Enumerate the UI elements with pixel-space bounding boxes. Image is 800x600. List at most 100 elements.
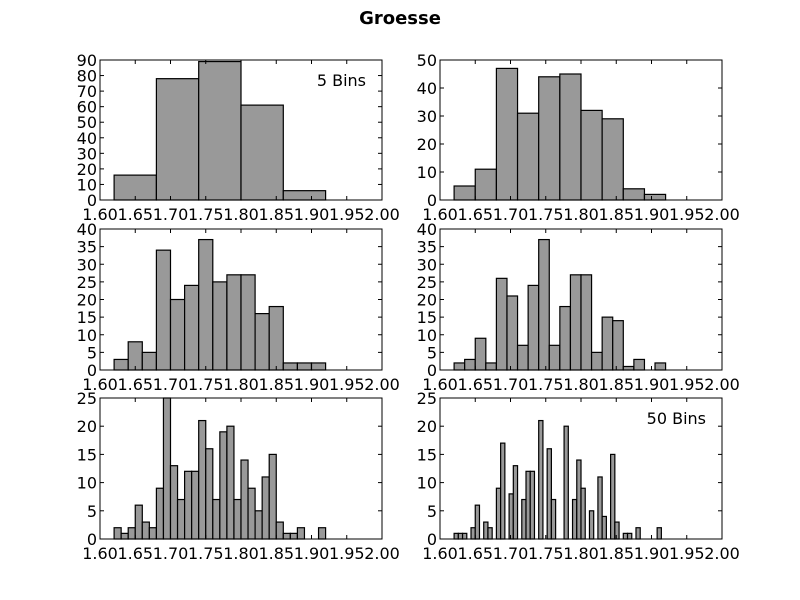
histogram-bar [474, 168, 497, 201]
histogram-bar [155, 249, 172, 371]
histogram-panel-10-bins: 1.60 1.65 1.70 1.75 1.80 1.85 1.90 1.95 2.00 0 10 2… [417, 51, 740, 224]
histogram-bar [176, 498, 186, 540]
bins-annotation: 5 Bins [317, 71, 366, 90]
histogram-bar [614, 521, 620, 540]
x-tick-label: 2.00 [364, 375, 400, 394]
histogram-bar [571, 498, 578, 540]
x-tick-label: 1.60 [82, 375, 118, 394]
histogram-bar [622, 532, 629, 540]
x-tick-label: 1.70 [493, 375, 529, 394]
x-tick-label: 1.90 [634, 544, 670, 563]
histogram-bar [512, 465, 519, 540]
histogram-bar [212, 498, 221, 540]
histogram-bar [559, 73, 582, 201]
histogram-bar [470, 527, 476, 540]
histogram-bar [453, 185, 476, 201]
histogram-bar [155, 78, 200, 201]
x-tick-label: 1.65 [117, 375, 153, 394]
x-tick-label: 1.85 [598, 205, 634, 224]
y-tick-label: 20 [417, 291, 437, 310]
x-tick-label: 1.85 [258, 375, 294, 394]
histogram-bar [141, 351, 158, 371]
histogram-bar [580, 274, 593, 371]
histogram-bar [601, 316, 614, 371]
y-tick-label: 10 [417, 474, 437, 493]
histogram-bar [198, 419, 207, 540]
y-tick-label: 5 [427, 343, 437, 362]
histogram-panel-20-bins: 1.60 1.65 1.70 1.75 1.80 1.85 1.90 1.95 2.00 0510… [417, 220, 740, 394]
histogram-bar [527, 284, 540, 371]
y-tick-label: 10 [77, 175, 97, 194]
bins-annotation: 50 Bins [647, 409, 706, 428]
histogram-bar [495, 67, 519, 201]
histogram-bar [120, 532, 129, 540]
y-tick-label: 20 [77, 160, 97, 179]
histogram-bar [162, 397, 172, 540]
histogram-bar [548, 344, 561, 371]
histogram-bar [516, 344, 529, 371]
histogram-bar [198, 238, 214, 371]
x-tick-label: 1.65 [117, 205, 153, 224]
histogram-bar [155, 487, 165, 540]
y-tick-label: 30 [77, 255, 97, 274]
x-tick-label: 1.95 [669, 375, 705, 394]
y-tick-label: 70 [77, 82, 97, 101]
histogram-bar [275, 521, 284, 540]
histogram-bar [310, 362, 327, 371]
x-tick-label: 1.70 [493, 205, 529, 224]
histogram-bar [461, 532, 468, 540]
histogram-bar [580, 487, 586, 540]
x-tick-label: 1.85 [258, 205, 294, 224]
histogram-bar [289, 532, 299, 540]
x-tick-label: 2.00 [704, 544, 740, 563]
y-tick-label: 40 [417, 79, 437, 98]
histogram-bar [601, 118, 624, 201]
y-tick-label: 0 [87, 191, 97, 210]
histogram-panel-5-bins: 1.60 1.65 1.70 1.75 1.80 1.85 1.90 1.95 2.00 0102… [77, 51, 400, 224]
histogram-bar [226, 274, 242, 371]
x-tick-label: 1.65 [457, 375, 493, 394]
histogram-bar [184, 470, 193, 540]
histogram-panel-30-bins: 1.60 1.65 1.70 1.75 1.80 1.85 1.90 1.95 2.00 0 5 10… [77, 389, 400, 563]
x-tick-label: 1.95 [329, 375, 365, 394]
histogram-bar [184, 284, 200, 371]
histogram-bar [268, 305, 284, 371]
histogram-bar [240, 274, 256, 371]
x-tick-label: 1.70 [493, 544, 529, 563]
y-tick-label: 15 [77, 445, 97, 464]
x-tick-label: 1.60 [422, 544, 458, 563]
histogram-bar [550, 498, 557, 540]
histogram-bar [601, 515, 607, 540]
y-tick-label: 25 [77, 273, 97, 292]
histogram-bar [590, 351, 603, 371]
x-tick-label: 1.60 [82, 205, 118, 224]
x-tick-label: 1.85 [258, 544, 294, 563]
histogram-bar [247, 487, 256, 540]
histogram-bar [538, 238, 550, 371]
histogram-bar [506, 295, 519, 371]
histogram-bar [113, 358, 129, 371]
x-tick-label: 1.95 [329, 544, 365, 563]
x-tick-label: 1.90 [634, 375, 670, 394]
x-tick-label: 1.90 [634, 205, 670, 224]
histogram-bar [485, 362, 497, 371]
histogram-bar [546, 448, 552, 540]
x-tick-label: 1.75 [528, 544, 564, 563]
y-tick-label: 20 [77, 417, 97, 436]
histogram-bar [529, 470, 536, 540]
y-tick-label: 10 [417, 326, 437, 345]
y-tick-label: 80 [77, 67, 97, 86]
y-tick-label: 0 [87, 361, 97, 380]
x-tick-label: 1.65 [117, 544, 153, 563]
y-tick-label: 25 [77, 389, 97, 408]
histogram-bar [453, 362, 466, 371]
histogram-bar [127, 341, 143, 371]
y-tick-label: 5 [427, 502, 437, 521]
histogram-bar [113, 527, 122, 540]
y-tick-label: 30 [417, 107, 437, 126]
x-tick-label: 1.95 [669, 544, 705, 563]
histogram-bar [597, 476, 603, 540]
y-tick-label: 40 [77, 220, 97, 239]
y-tick-label: 25 [417, 273, 437, 292]
histogram-bar [633, 358, 646, 371]
